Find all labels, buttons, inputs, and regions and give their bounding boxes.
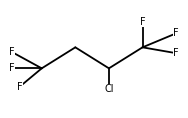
- Text: F: F: [140, 17, 145, 27]
- Text: F: F: [9, 63, 15, 73]
- Text: Cl: Cl: [104, 84, 114, 94]
- Text: F: F: [173, 28, 179, 38]
- Text: F: F: [9, 47, 15, 57]
- Text: F: F: [173, 48, 179, 58]
- Text: F: F: [17, 82, 22, 92]
